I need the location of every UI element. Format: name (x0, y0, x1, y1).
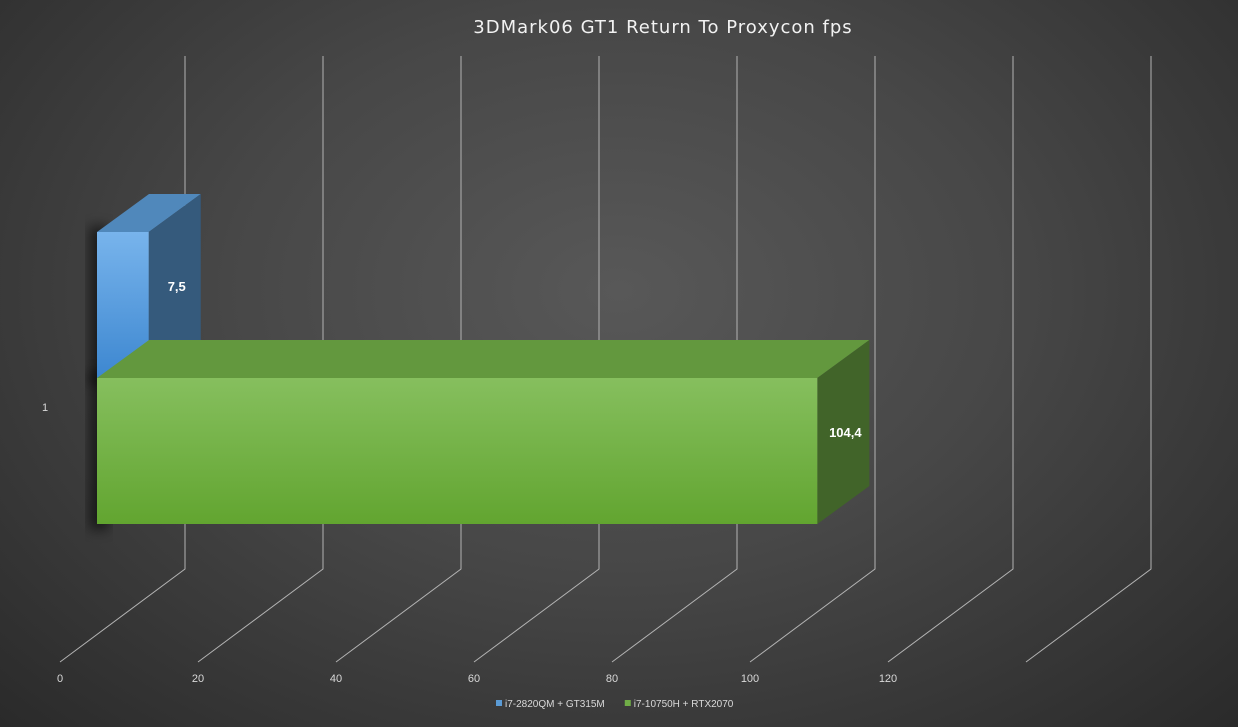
legend-swatch (496, 700, 502, 706)
legend-item: i7-10750H + RTX2070 (624, 699, 734, 710)
legend-swatch (624, 700, 631, 706)
gridline (335, 56, 462, 663)
x-tick-label: 40 (330, 673, 342, 685)
data-label: 104,4 (829, 425, 862, 440)
x-tick-label: 0 (57, 673, 63, 685)
gridline (887, 56, 1014, 663)
gridlines (59, 56, 1152, 663)
bar-side (817, 340, 870, 524)
bar-1 (97, 340, 870, 524)
data-label: 7,5 (168, 279, 186, 294)
x-tick-label: 100 (741, 673, 759, 685)
bars (97, 194, 870, 524)
legend-label: i7-10750H + RTX2070 (634, 699, 734, 710)
gridline (197, 56, 324, 663)
gridline (611, 56, 738, 663)
bar-front (97, 378, 818, 524)
axis-labels: 0 20 40 60 80 100 120 1 (42, 402, 897, 685)
bar-side (148, 194, 201, 378)
gridline (749, 56, 876, 663)
bar-top (97, 340, 870, 378)
legend-item: i7-2820QM + GT315M (496, 699, 605, 710)
y-category-label: 1 (42, 402, 48, 414)
data-labels: 7,5 104,4 (168, 279, 863, 440)
legend: i7-2820QM + GT315M i7-10750H + RTX2070 (496, 699, 734, 710)
x-tick-label: 20 (192, 673, 204, 685)
gridline (1025, 56, 1152, 663)
gridline (473, 56, 600, 663)
bar-top (97, 194, 201, 232)
x-tick-label: 60 (468, 673, 480, 685)
x-tick-label: 120 (879, 673, 897, 685)
chart-title: 3DMark06 GT1 Return To Proxycon fps (473, 17, 852, 38)
x-tick-label: 80 (606, 673, 618, 685)
bar-0 (97, 194, 201, 378)
legend-label: i7-2820QM + GT315M (505, 699, 605, 710)
